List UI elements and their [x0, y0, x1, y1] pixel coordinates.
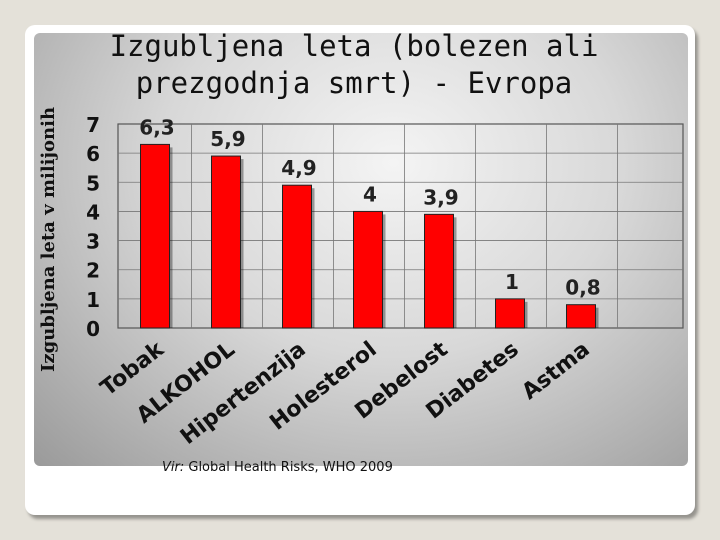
y-tick-label: 3: [86, 230, 100, 254]
bar: [353, 210, 383, 329]
source-note: Vir: Global Health Risks, WHO 2009: [162, 460, 393, 475]
source-text: Global Health Risks, WHO 2009: [184, 460, 393, 475]
value-label: 4: [363, 182, 377, 206]
value-label: 3,9: [423, 185, 458, 209]
value-label: 1: [505, 270, 519, 294]
y-tick-label: 1: [86, 288, 100, 312]
plot-frame: [117, 123, 684, 329]
chart-title-line-1: Izgubljena leta (bolezen ali: [109, 29, 599, 63]
value-label: 0,8: [565, 276, 600, 300]
bar: [495, 298, 525, 329]
y-tick-label: 7: [86, 113, 100, 137]
y-tick-label: 5: [86, 171, 100, 195]
chart-title-line-2: prezgodnja smrt) - Evropa: [135, 66, 573, 100]
category-label: Astma: [518, 337, 595, 405]
value-label: 6,3: [139, 115, 174, 139]
bar: [566, 304, 596, 329]
source-prefix: Vir:: [162, 460, 185, 475]
bar: [140, 143, 170, 329]
chart-title: Izgubljena leta (bolezen ali prezgodnja …: [34, 28, 674, 102]
y-tick-label: 4: [86, 200, 100, 224]
bar: [211, 155, 241, 329]
bar: [424, 213, 454, 329]
category-label: Hipertenzija: [176, 337, 311, 450]
y-tick-label: 6: [86, 142, 100, 166]
y-tick-label: 2: [86, 259, 100, 283]
bar: [282, 184, 312, 329]
value-label: 5,9: [210, 127, 245, 151]
y-tick-label: 0: [86, 317, 100, 341]
value-label: 4,9: [281, 156, 316, 180]
